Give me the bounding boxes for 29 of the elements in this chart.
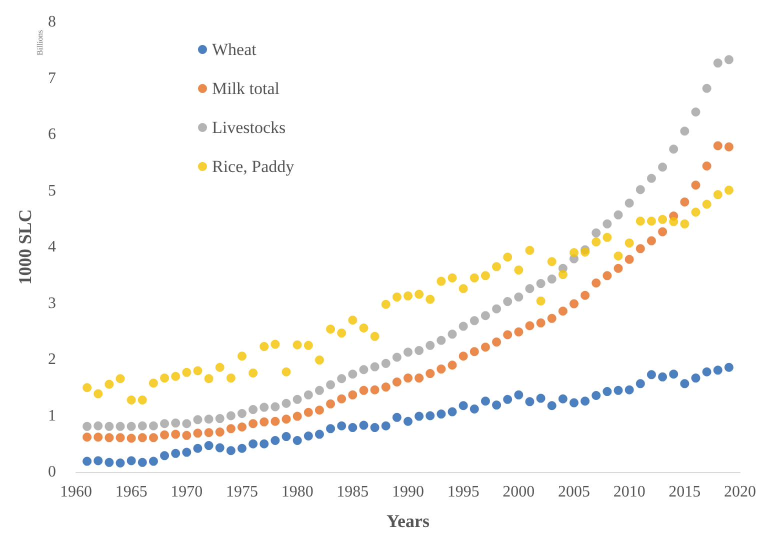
y-tick-label: 5 <box>48 182 56 200</box>
y-tick-label: 7 <box>48 70 56 87</box>
y-axis-title: 1000 SLC <box>15 209 35 285</box>
x-tick-label: 1975 <box>226 484 258 500</box>
y-tick-label: 3 <box>48 294 56 312</box>
x-tick-label: 1990 <box>392 484 424 500</box>
x-tick-label: 1965 <box>115 484 148 500</box>
y-tick-label: 1 <box>48 407 56 424</box>
y-tick-label: 2 <box>48 351 56 368</box>
x-tick-label: 1995 <box>447 484 480 500</box>
x-axis-title: Years <box>386 511 430 531</box>
y-tick-label: 8 <box>48 14 56 30</box>
x-tick-label: 1980 <box>281 484 314 500</box>
legend-label: Livestocks <box>212 118 286 137</box>
x-tick-label: 2015 <box>668 484 701 500</box>
x-tick-label: 2000 <box>502 484 535 500</box>
x-tick-label: 2020 <box>724 484 756 500</box>
x-tick-label: 1985 <box>336 484 369 500</box>
y-tick-label: 6 <box>48 126 56 143</box>
y-tick-label: 4 <box>48 238 56 256</box>
y-tick-label: 0 <box>48 464 56 480</box>
x-tick-label: 1960 <box>60 484 92 500</box>
x-tick-label: 2010 <box>613 484 646 500</box>
x-tick-label: 2005 <box>558 484 590 500</box>
legend-label: Rice, Paddy <box>212 157 295 176</box>
legend-label: Wheat <box>212 40 257 59</box>
x-tick-label: 1970 <box>170 484 203 500</box>
text: Billions <box>36 30 44 56</box>
legend-label: Milk total <box>212 79 280 98</box>
